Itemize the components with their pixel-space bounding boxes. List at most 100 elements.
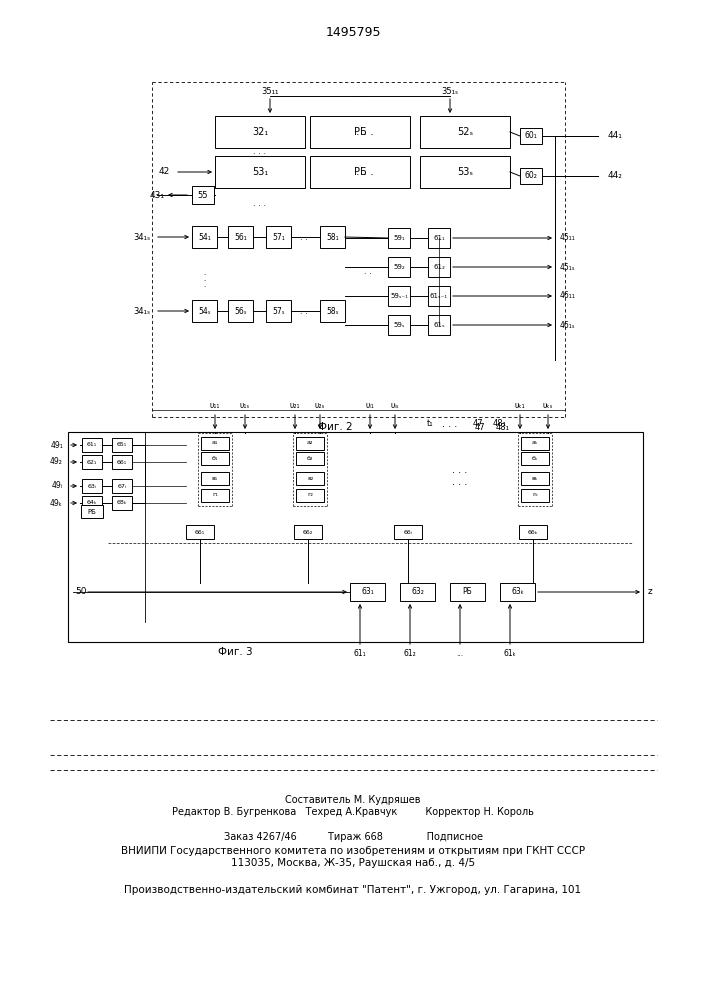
Text: 59₂: 59₂ (393, 264, 405, 270)
Text: Производственно-издательский комбинат "Патент", г. Ужгород, ул. Гагарина, 101: Производственно-издательский комбинат "П… (124, 885, 582, 895)
Text: 43₁: 43₁ (150, 190, 165, 200)
Bar (428, 257, 450, 277)
Bar (215, 116, 305, 148)
Text: вₖ: вₖ (532, 476, 538, 481)
Bar (420, 156, 510, 188)
Text: 35₁ₛ: 35₁ₛ (441, 88, 459, 97)
Text: 34₁ₛ: 34₁ₛ (133, 306, 150, 316)
Text: υᵢₛ: υᵢₛ (391, 401, 399, 410)
Text: . . .: . . . (443, 419, 457, 429)
Text: 35₁₁: 35₁₁ (262, 88, 279, 97)
Text: Составитель М. Кудряшев: Составитель М. Кудряшев (285, 795, 421, 805)
Bar (400, 583, 435, 601)
Text: Заказ 4267/46          Тираж 668              Подписное: Заказ 4267/46 Тираж 668 Подписное (223, 832, 482, 842)
Bar (520, 128, 542, 144)
Bar (388, 286, 410, 306)
Bar (296, 472, 324, 485)
Bar (112, 455, 132, 469)
Text: . .: . . (300, 232, 308, 241)
Text: 113035, Москва, Ж-35, Раушская наб., д. 4/5: 113035, Москва, Ж-35, Раушская наб., д. … (231, 858, 475, 868)
Text: 46₁ₛ: 46₁ₛ (560, 320, 575, 330)
Bar (82, 455, 102, 469)
Text: в₂: в₂ (307, 476, 313, 481)
Text: 68ₖ: 68ₖ (117, 500, 127, 506)
Text: .: . (203, 270, 205, 276)
Text: 55: 55 (198, 190, 209, 200)
Text: 60₂: 60₂ (525, 172, 537, 180)
Bar (266, 226, 291, 248)
Bar (201, 472, 229, 485)
Bar (320, 300, 345, 322)
Text: 49₁: 49₁ (50, 440, 63, 450)
Bar (192, 186, 214, 204)
Text: 53ₛ: 53ₛ (457, 167, 473, 177)
Bar (310, 156, 410, 188)
Text: υₖ₁: υₖ₁ (515, 401, 525, 410)
Bar (428, 228, 450, 248)
Bar (388, 257, 410, 277)
Bar (450, 583, 485, 601)
Text: 49₂: 49₂ (50, 458, 63, 466)
Bar (201, 436, 229, 450)
Text: ВНИИПИ Государственного комитета по изобретениям и открытиям при ГКНТ СССР: ВНИИПИ Государственного комитета по изоб… (121, 846, 585, 856)
Bar (112, 438, 132, 452)
Text: 66ᵢ: 66ᵢ (404, 530, 412, 534)
Text: 32₁: 32₁ (252, 127, 268, 137)
Text: б₁: б₁ (212, 456, 218, 460)
Text: 56ₛ: 56ₛ (234, 306, 247, 316)
Bar (201, 488, 229, 502)
Text: z: z (648, 587, 653, 596)
Bar (521, 436, 549, 450)
Text: 57₁: 57₁ (272, 232, 285, 241)
Text: 61₁: 61₁ (87, 442, 97, 448)
Text: б₂: б₂ (307, 456, 313, 460)
Text: .: . (203, 276, 205, 282)
Text: . . .: . . . (253, 147, 267, 156)
Bar (186, 525, 214, 539)
Text: . .: . . (300, 306, 308, 316)
Text: t₁: t₁ (427, 418, 433, 428)
Text: 49ᵢ: 49ᵢ (52, 482, 63, 490)
Text: 61₂: 61₂ (433, 264, 445, 270)
Bar (192, 226, 217, 248)
Text: 49ₖ: 49ₖ (50, 498, 63, 508)
Text: 45₁₁: 45₁₁ (560, 233, 575, 242)
Text: 58₁: 58₁ (326, 232, 339, 241)
Bar (310, 116, 410, 148)
Bar (520, 168, 542, 184)
Text: 66₁: 66₁ (117, 460, 127, 464)
Bar (82, 438, 102, 452)
Text: бₖ: бₖ (532, 456, 538, 460)
Text: 46₁₁: 46₁₁ (560, 292, 575, 300)
Text: 48₁: 48₁ (493, 418, 507, 428)
Text: 54ₛ: 54ₛ (198, 306, 211, 316)
Bar (228, 300, 253, 322)
Text: 47: 47 (474, 422, 485, 432)
Text: υ₂₁: υ₂₁ (290, 401, 300, 410)
Text: . . .: . . . (351, 89, 369, 99)
Text: 61₁: 61₁ (433, 235, 445, 241)
Text: 45₁ₛ: 45₁ₛ (560, 262, 575, 271)
Text: РБ: РБ (354, 127, 366, 137)
Bar (296, 488, 324, 502)
Text: 63₁: 63₁ (361, 587, 374, 596)
Bar (500, 583, 535, 601)
Text: 62₁: 62₁ (87, 460, 97, 464)
Bar (201, 452, 229, 464)
Text: . . .: . . . (356, 127, 374, 137)
Text: υ₁₁: υ₁₁ (210, 401, 220, 410)
Bar (296, 452, 324, 464)
Bar (215, 156, 305, 188)
Text: . .: . . (364, 267, 372, 276)
Text: 61ₛ₋₁: 61ₛ₋₁ (430, 293, 448, 299)
Text: 44₁: 44₁ (608, 131, 623, 140)
Text: Фиг. 2: Фиг. 2 (317, 422, 352, 432)
Text: υₖₛ: υₖₛ (543, 401, 554, 410)
Text: 54₁: 54₁ (198, 232, 211, 241)
Bar (82, 496, 102, 510)
Text: 63₂: 63₂ (411, 587, 424, 596)
Bar (420, 116, 510, 148)
Text: .: . (203, 282, 205, 288)
Text: 50: 50 (75, 587, 86, 596)
Text: 34₁ₛ: 34₁ₛ (133, 232, 150, 241)
